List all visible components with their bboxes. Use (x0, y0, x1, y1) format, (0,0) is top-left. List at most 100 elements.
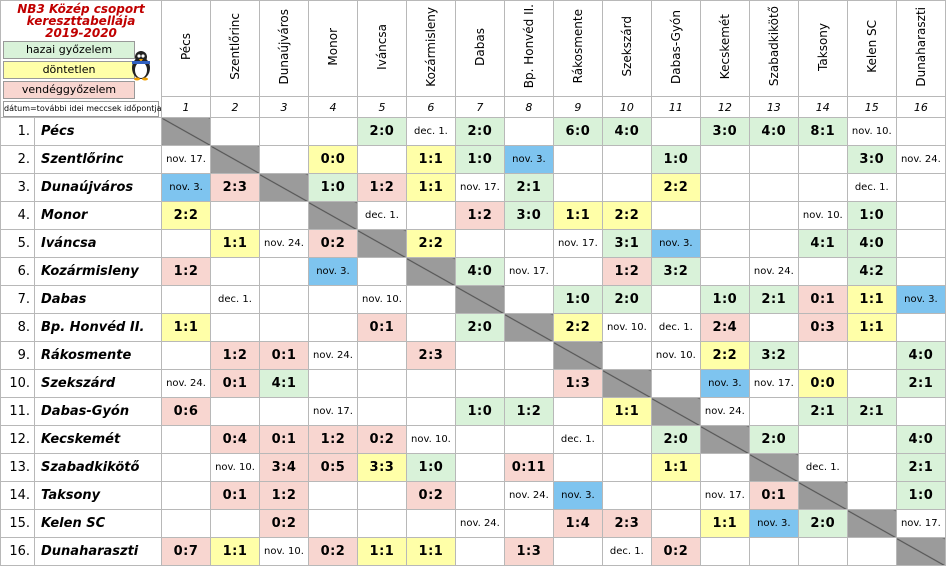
empty-cell (699, 453, 750, 482)
empty-cell (356, 481, 407, 510)
result-cell: 1:0 (307, 173, 358, 202)
empty-cell (405, 509, 456, 538)
empty-cell (503, 369, 554, 398)
result-cell: 2:0 (601, 285, 652, 314)
empty-cell (161, 509, 211, 538)
result-cell: 3:0 (846, 145, 897, 174)
self-match-cell (405, 257, 456, 286)
empty-cell (503, 117, 554, 146)
row-team-name: Dunaharaszti (33, 537, 163, 566)
empty-cell (797, 341, 848, 370)
column-team-label: Dunaújváros (276, 8, 291, 85)
fixture-date-cell: nov. 17. (503, 257, 554, 286)
row-team-name: Bp. Honvéd II. (33, 313, 163, 342)
result-cell: 0:0 (797, 369, 848, 398)
column-number: 2 (210, 96, 260, 118)
result-cell: 3:0 (699, 117, 750, 146)
empty-cell (552, 145, 603, 174)
column-team-label: Rákosmente (570, 9, 585, 84)
empty-cell (699, 229, 750, 258)
result-cell: 1:0 (895, 481, 946, 510)
empty-cell (650, 509, 701, 538)
result-cell: 4:0 (601, 117, 652, 146)
self-match-cell (210, 145, 260, 174)
empty-cell (258, 313, 309, 342)
table-row: 6. Kozármisleny 1:2 nov. 3. 4:0 nov. 17. 1:2 3:… (0, 257, 946, 286)
fixture-date-cell: dec. 1. (356, 201, 407, 230)
legend-draw: döntetlen (3, 61, 135, 79)
empty-cell (405, 397, 456, 426)
result-cell: 2:4 (699, 313, 750, 342)
self-match-cell (846, 509, 897, 538)
empty-cell (797, 537, 848, 566)
fixture-date-cell: dec. 1. (846, 173, 897, 202)
fixture-date-cell: nov. 17. (552, 229, 603, 258)
fixture-date-cell: dec. 1. (552, 425, 603, 454)
fixture-date-cell: nov. 3. (748, 509, 799, 538)
fixture-date-cell: nov. 24. (258, 229, 309, 258)
fixture-date-cell: nov. 24. (895, 145, 946, 174)
result-cell: 1:1 (846, 285, 897, 314)
title-line-1: NB3 Közép csoport (17, 2, 145, 16)
empty-cell (601, 481, 652, 510)
result-cell: 1:2 (356, 173, 407, 202)
result-cell: 1:2 (454, 201, 505, 230)
result-cell: 1:1 (650, 453, 701, 482)
fixture-date-cell: nov. 24. (454, 509, 505, 538)
empty-cell (797, 173, 848, 202)
empty-cell (552, 173, 603, 202)
result-cell: 1:0 (405, 453, 456, 482)
empty-cell (405, 369, 456, 398)
table-title: NB3 Közép csoport kereszttabellája 2019-… (3, 3, 159, 39)
result-cell: 2:0 (356, 117, 407, 146)
self-match-cell (356, 229, 407, 258)
result-cell: 0:5 (307, 453, 358, 482)
row-team-name: Szentlőrinc (33, 145, 163, 174)
result-cell: 0:2 (307, 537, 358, 566)
result-cell: 4:1 (258, 369, 309, 398)
empty-cell (650, 201, 701, 230)
result-cell: 1:1 (405, 173, 456, 202)
column-number: 7 (454, 96, 505, 118)
column-number: 16 (895, 96, 946, 118)
column-header-team: Dabas (454, 0, 505, 97)
result-cell: 0:2 (405, 481, 456, 510)
fixture-date-cell: nov. 10. (601, 313, 652, 342)
row-number: 7. (0, 285, 35, 314)
empty-cell (454, 229, 505, 258)
result-cell: 1:2 (161, 257, 211, 286)
row-team-name: Iváncsa (33, 229, 163, 258)
row-team-name: Dabas-Gyón (33, 397, 163, 426)
empty-cell (895, 397, 946, 426)
empty-cell (797, 425, 848, 454)
empty-cell (846, 341, 897, 370)
self-match-cell (748, 453, 799, 482)
empty-cell (356, 145, 407, 174)
fixture-date-cell: nov. 3. (650, 229, 701, 258)
row-number: 9. (0, 341, 35, 370)
empty-cell (748, 173, 799, 202)
empty-cell (307, 481, 358, 510)
self-match-cell (552, 341, 603, 370)
result-cell: 2:2 (552, 313, 603, 342)
fixture-date-cell: nov. 17. (895, 509, 946, 538)
result-cell: 0:0 (307, 145, 358, 174)
self-match-cell (307, 201, 358, 230)
result-cell: 0:11 (503, 453, 554, 482)
column-team-label: Taksony (815, 22, 830, 71)
header-team-row: NB3 Közép csoport kereszttabellája 2019-… (0, 0, 946, 118)
result-cell: 3:4 (258, 453, 309, 482)
row-team-name: Dunaújváros (33, 173, 163, 202)
result-cell: 2:1 (503, 173, 554, 202)
empty-cell (161, 229, 211, 258)
table-row: 2. Szentlőrinc nov. 17. 0:0 1:1 1:0 nov. 3. 1:0… (0, 145, 946, 174)
empty-cell (161, 285, 211, 314)
fixture-date-cell: nov. 24. (748, 257, 799, 286)
column-number: 3 (258, 96, 309, 118)
empty-cell (210, 117, 260, 146)
result-cell: 4:0 (895, 425, 946, 454)
fixture-date-cell: nov. 24. (307, 341, 358, 370)
column-number: 4 (307, 96, 358, 118)
legend-date-note: dátum=további idei meccsek időpontjai (3, 101, 161, 117)
result-cell: 1:1 (405, 537, 456, 566)
